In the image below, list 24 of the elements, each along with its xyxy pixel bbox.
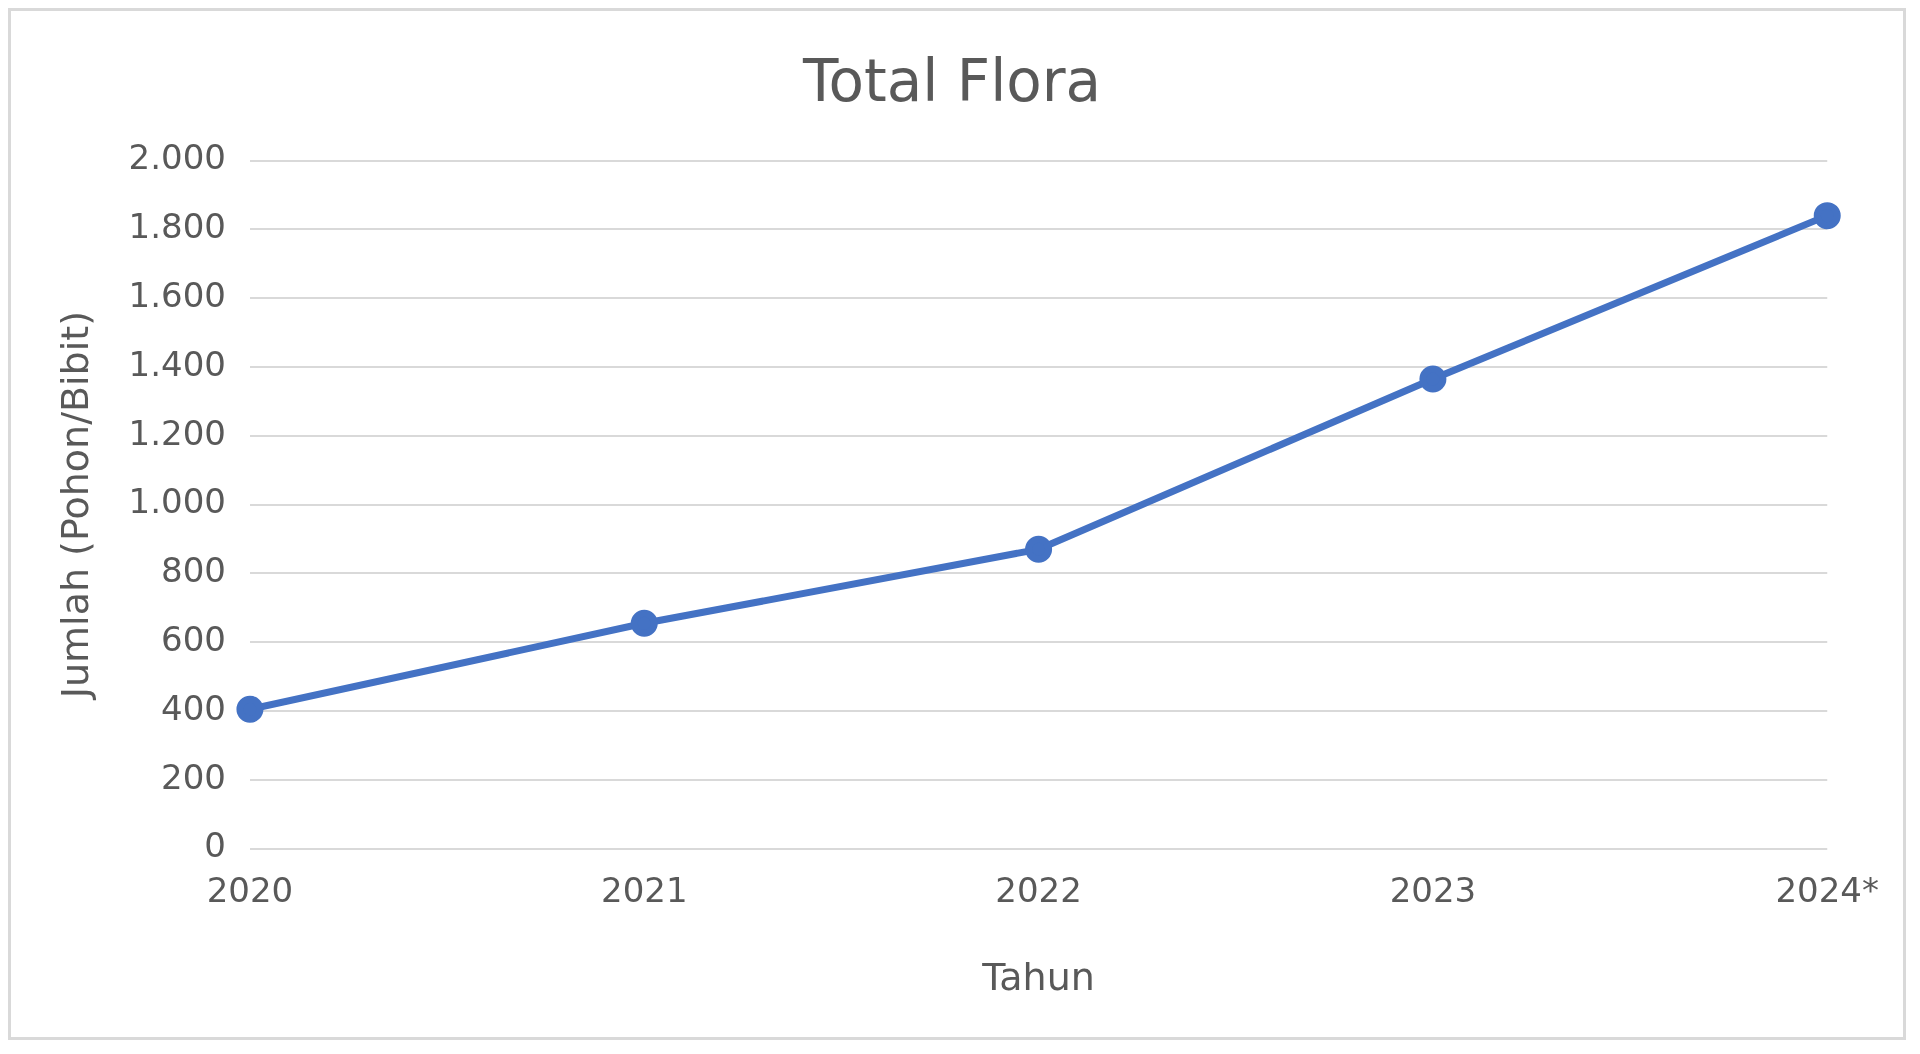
point [236,695,264,723]
point [1025,535,1053,563]
point [1813,202,1841,230]
x-tick-label: 2020 [206,869,294,910]
y-tick-label: 0 [204,825,226,866]
y-tick-label: 1.600 [128,275,226,316]
y-tick-label: 1.400 [128,343,226,384]
y-tick-label: 600 [161,619,226,660]
y-tick-label: 400 [161,687,226,728]
point [1419,365,1447,393]
y-tick-label: 1.800 [128,206,226,247]
x-axis-title: Tahun [981,955,1095,1000]
y-tick-label: 800 [161,550,226,591]
y-axis-title: Jumlah (Pohon/Bibit) [52,311,97,701]
x-tick-label: 2021 [600,869,688,910]
point [630,609,658,637]
y-tick-label: 200 [161,756,226,797]
x-tick-label: 2022 [995,869,1082,910]
y-tick-label: 1.200 [128,412,226,453]
x-tick-label: 2023 [1389,869,1477,910]
x-tick-label: 2024* [1775,869,1879,910]
chart-title: Total Flora [801,46,1102,115]
y-tick-label: 2.000 [128,137,226,178]
y-tick-label: 1.000 [128,481,226,522]
